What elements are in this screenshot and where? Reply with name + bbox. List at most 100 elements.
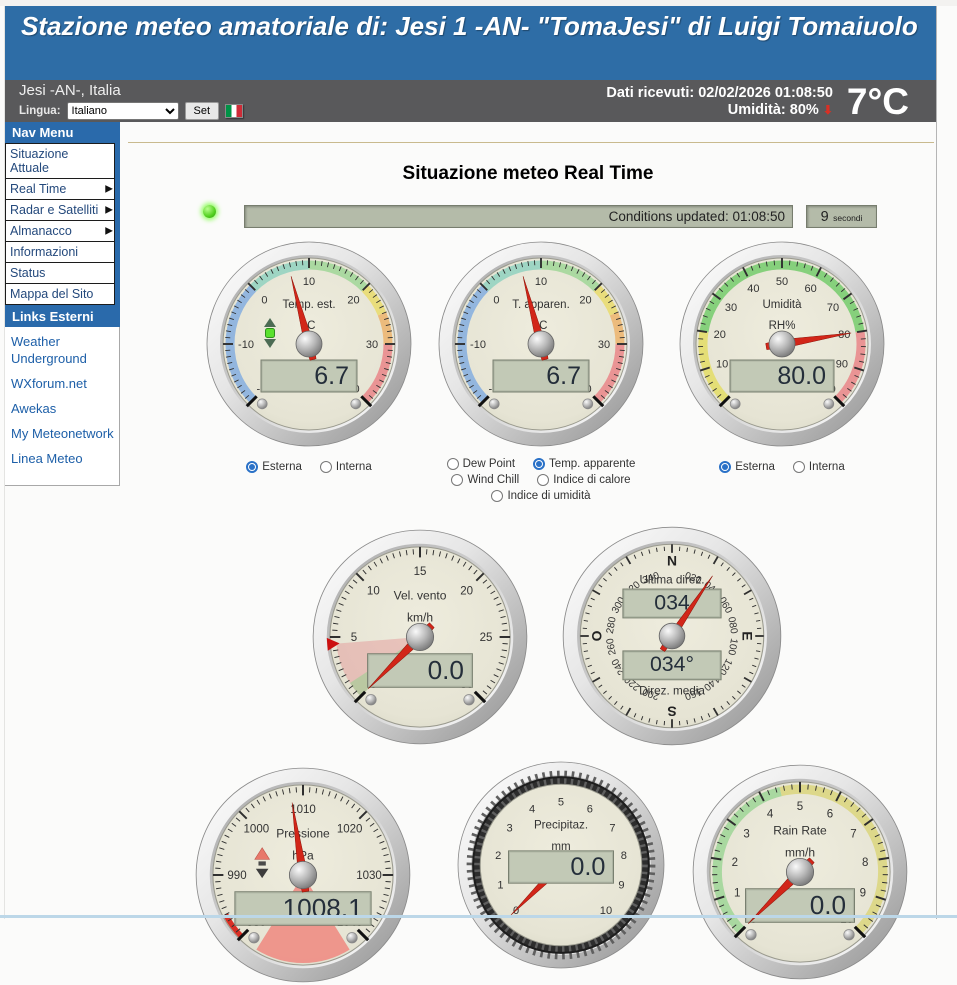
radio-indice-di-calore[interactable]: Indice di calore	[537, 474, 630, 486]
external-link-wxforum-net[interactable]: WXforum.net	[11, 375, 115, 392]
face-screw-icon	[844, 930, 854, 940]
radio-wind-chill[interactable]: Wind Chill	[451, 474, 519, 486]
gauge-tick-label: 15	[414, 566, 427, 578]
compass-cardinal-label: N	[667, 553, 677, 569]
station-location: Jesi -AN-, Italia	[19, 82, 243, 99]
gauge-tick-label: 10	[535, 276, 547, 288]
gauge-tick-label: 1020	[337, 824, 363, 836]
gauge-lcd-value: 80.0	[777, 362, 826, 390]
radio-temp-apparente[interactable]: Temp. apparente	[533, 458, 635, 470]
gauge-tick-label: 5	[558, 796, 564, 808]
radio-unselected-icon[interactable]	[451, 474, 463, 486]
nav-item-mappa-del-sito[interactable]: Mappa del Sito	[5, 284, 115, 305]
humidity-text: Umidità: 80%	[728, 102, 819, 118]
radio-unselected-icon[interactable]	[491, 490, 503, 502]
external-link-awekas[interactable]: Awekas	[11, 400, 115, 417]
gauge-tick-label: 1000	[244, 824, 270, 836]
radio-dew-point[interactable]: Dew Point	[447, 458, 515, 470]
gauge-hub	[406, 623, 433, 650]
radio-unselected-icon[interactable]	[793, 461, 805, 473]
gauge-tick-label: 990	[227, 870, 246, 882]
face-screw-icon	[730, 399, 740, 409]
radio-unselected-icon[interactable]	[537, 474, 549, 486]
site-title: Stazione meteo amatoriale di: Jesi 1 -AN…	[21, 11, 918, 41]
submenu-arrow-icon: ▶	[105, 226, 113, 237]
gauge-tick-label: 60	[804, 283, 816, 295]
face-screw-icon	[257, 399, 267, 409]
nav-item-real-time[interactable]: Real Time▶	[5, 179, 115, 200]
face-screw-icon	[824, 399, 834, 409]
set-language-button[interactable]: Set	[185, 102, 220, 120]
radio-label: Interna	[336, 461, 372, 473]
gauge-tick-label: 0	[493, 294, 499, 306]
external-link-weather-underground[interactable]: Weather Underground	[11, 333, 115, 367]
gauge-tick-label: 7	[850, 828, 856, 840]
gauge-hub	[769, 331, 795, 357]
gauge-tick-label: 1	[734, 888, 740, 900]
gauge-tick-label: 10	[716, 358, 728, 370]
radio-label: Interna	[809, 461, 845, 473]
gauge-tick-label: 20	[460, 586, 473, 598]
gauge-title: Temp. est.	[282, 299, 335, 311]
gauge-title: Vel. vento	[394, 588, 447, 602]
radio-selected-icon[interactable]	[719, 461, 731, 473]
radio-label: Indice di calore	[553, 474, 630, 486]
radio-indice-di-umidit-[interactable]: Indice di umidità	[491, 490, 590, 502]
gauge-tick-label: 6	[827, 808, 833, 820]
language-label: Lingua:	[19, 105, 61, 117]
gauge-lcd-value: 034	[654, 590, 690, 614]
radio-esterna[interactable]: Esterna	[246, 461, 302, 473]
gauge-tick-label: 25	[480, 632, 493, 644]
face-screw-icon	[464, 695, 474, 705]
face-screw-icon	[351, 399, 361, 409]
live-status-led-icon	[203, 205, 216, 218]
gauge-tick-label: -10	[470, 339, 486, 351]
page-right-border	[936, 6, 937, 919]
compass-cardinal-label: E	[739, 631, 755, 640]
pressione-gauge: 98099010001010102010301040PressionehPa10…	[193, 765, 413, 985]
gauge-tick-label: 5	[351, 632, 357, 644]
radio-unselected-icon[interactable]	[447, 458, 459, 470]
gauge-tick-label: 70	[827, 302, 839, 314]
temp-apparente-gauge: -20-10010203040T. apparen.°C6.7	[436, 239, 646, 449]
gauge-tick-label: 30	[366, 339, 378, 351]
nav-item-status[interactable]: Status	[5, 263, 115, 284]
radio-group-humidity-gauge: Esterna Interna	[677, 461, 887, 473]
gauge-tick-label: 0	[261, 294, 267, 306]
gauge-hub	[289, 861, 316, 888]
gauge-unit: km/h	[407, 610, 433, 624]
gauge-tick-label: 6	[587, 803, 593, 815]
radio-interna[interactable]: Interna	[793, 461, 845, 473]
external-links: Weather Underground WXforum.net Awekas My M…	[5, 327, 120, 486]
radio-label: Esterna	[262, 461, 302, 473]
radio-label: Wind Chill	[467, 474, 519, 486]
gauge-lcd-value: 0.0	[428, 655, 464, 685]
gauge-unit: RH%	[769, 320, 796, 332]
nav-item-radar-e-satelliti[interactable]: Radar e Satelliti▶	[5, 200, 115, 221]
radio-interna[interactable]: Interna	[320, 461, 372, 473]
refresh-countdown-box: 9 secondi	[806, 205, 877, 228]
language-select[interactable]: Italiano	[67, 102, 179, 120]
direzione-gauge: NESO020040060080100120140160200220240260…	[560, 524, 784, 748]
gauge-tick-label: 7	[609, 823, 615, 835]
data-received-text: Dati ricevuti: 02/02/2026 01:08:50	[606, 85, 833, 102]
compass-cardinal-label: S	[667, 703, 676, 719]
radio-selected-icon[interactable]	[246, 461, 258, 473]
radio-selected-icon[interactable]	[533, 458, 545, 470]
gauge-lcd-value: 0.0	[570, 853, 605, 881]
face-screw-icon	[366, 695, 376, 705]
external-link-linea-meteo[interactable]: Linea Meteo	[11, 450, 115, 467]
external-links-title: Links Esterni	[5, 306, 120, 327]
nav-item-almanacco[interactable]: Almanacco▶	[5, 221, 115, 242]
nav-item-situazione-attuale[interactable]: Situazione Attuale	[5, 143, 115, 179]
nav-item-informazioni[interactable]: Informazioni	[5, 242, 115, 263]
gauge-title: Ultima direz.	[639, 574, 704, 587]
radio-unselected-icon[interactable]	[320, 461, 332, 473]
gauge-hub	[528, 331, 554, 357]
gauge-title: Rain Rate	[773, 823, 827, 837]
radio-esterna[interactable]: Esterna	[719, 461, 775, 473]
radio-label: Temp. apparente	[549, 458, 635, 470]
external-link-my-meteonetwork[interactable]: My Meteonetwork	[11, 425, 115, 442]
